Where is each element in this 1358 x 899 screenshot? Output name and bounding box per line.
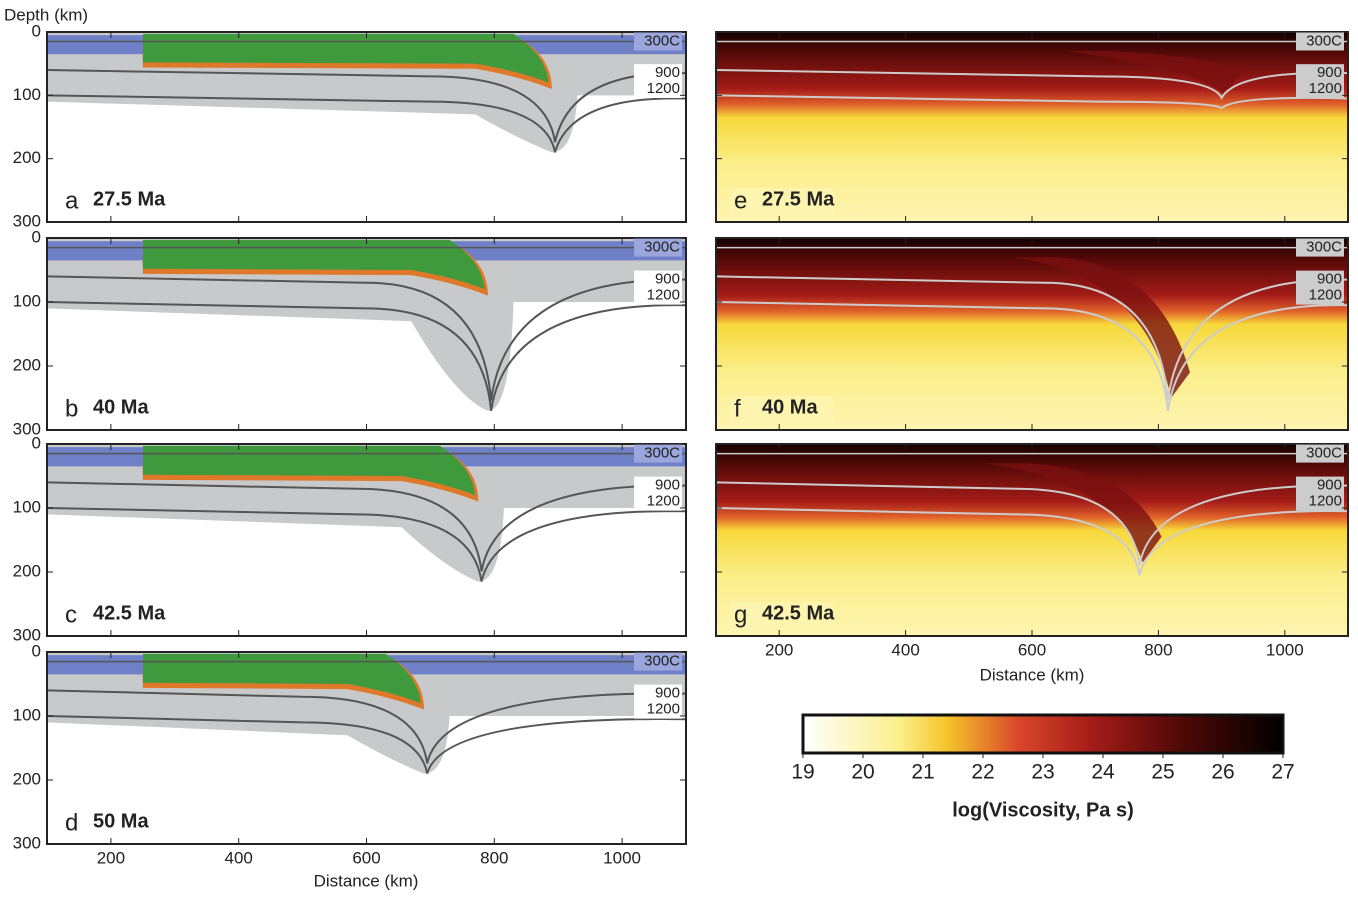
x-tick-label: 600 (1018, 640, 1046, 659)
y-tick-label: 100 (13, 705, 41, 724)
contour-label: 900 (1317, 477, 1342, 494)
panel-age: 40 Ma (762, 396, 818, 418)
figure: Depth (km) Distance (km) Distance (km) l… (0, 0, 1358, 894)
x-tick-label: 200 (97, 848, 125, 867)
colorbar-tick-label: 24 (1091, 761, 1115, 784)
panel-age: 27.5 Ma (93, 188, 166, 210)
x-tick-label: 400 (225, 848, 253, 867)
contour-label: 300C (644, 445, 680, 462)
colorbar-tick-label: 26 (1211, 761, 1234, 784)
x-tick-label: 600 (352, 848, 380, 867)
y-tick-label: 0 (32, 641, 41, 660)
y-tick-label: 100 (13, 85, 41, 104)
colorbar-tick-label: 19 (791, 761, 814, 784)
contour-label: 1200 (647, 287, 680, 304)
panel-letter: d (65, 809, 78, 836)
colorbar-tick-label: 20 (851, 761, 874, 784)
contour-label: 300C (1306, 445, 1342, 462)
y-tick-label: 0 (32, 433, 41, 452)
colorbar-tick-label: 23 (1031, 761, 1054, 784)
contour-label: 900 (1317, 64, 1342, 81)
colorbar-tick-label: 27 (1271, 761, 1294, 784)
contour-label: 900 (655, 477, 680, 494)
contour-label: 300C (644, 239, 680, 256)
y-tick-label: 200 (13, 561, 41, 580)
panel-age: 42.5 Ma (762, 602, 835, 624)
contour-label: 900 (655, 271, 680, 288)
panel-letter: f (734, 395, 741, 422)
x-tick-label: 400 (891, 640, 919, 659)
contour-label: 300C (644, 653, 680, 670)
y-tick-label: 300 (13, 833, 41, 852)
contour-label: 900 (1317, 271, 1342, 288)
x-axis-label: Distance (km) (980, 665, 1085, 684)
contour-label: 1200 (1309, 80, 1342, 97)
panel-age: 50 Ma (93, 810, 149, 832)
colorbar (803, 715, 1283, 753)
y-tick-label: 0 (32, 227, 41, 246)
x-tick-label: 1000 (1266, 640, 1304, 659)
y-axis-label: Depth (km) (4, 5, 88, 24)
panel-letter: a (65, 187, 79, 214)
panel-age: 40 Ma (93, 396, 149, 418)
x-tick-label: 800 (480, 848, 508, 867)
contour-label: 900 (655, 685, 680, 702)
panel-age: 42.5 Ma (93, 602, 166, 624)
contour-label: 300C (1306, 239, 1342, 256)
x-tick-label: 800 (1144, 640, 1172, 659)
x-tick-label: 200 (765, 640, 793, 659)
y-tick-label: 0 (32, 21, 41, 40)
colorbar-tick-label: 22 (971, 761, 994, 784)
colorbar-tick-label: 25 (1151, 761, 1174, 784)
panel-letter: b (65, 395, 78, 422)
contour-label: 300C (1306, 32, 1342, 49)
contour-label: 1200 (647, 80, 680, 97)
x-tick-label: 1000 (603, 848, 641, 867)
panel-letter: e (734, 187, 747, 214)
panel-letter: g (734, 601, 747, 628)
panel-age: 27.5 Ma (762, 188, 835, 210)
y-tick-label: 200 (13, 769, 41, 788)
contour-label: 900 (655, 64, 680, 81)
colorbar-tick-label: 21 (911, 761, 934, 784)
y-tick-label: 200 (13, 148, 41, 167)
y-tick-label: 200 (13, 355, 41, 374)
x-axis-label: Distance (km) (314, 871, 419, 890)
y-tick-label: 100 (13, 497, 41, 516)
contour-label: 1200 (1309, 287, 1342, 304)
contour-label: 300C (644, 32, 680, 49)
panel-letter: c (65, 601, 77, 628)
contour-label: 1200 (1309, 493, 1342, 510)
contour-label: 1200 (647, 493, 680, 510)
y-tick-label: 100 (13, 291, 41, 310)
colorbar-title: log(Viscosity, Pa s) (952, 799, 1134, 821)
contour-label: 1200 (647, 701, 680, 718)
